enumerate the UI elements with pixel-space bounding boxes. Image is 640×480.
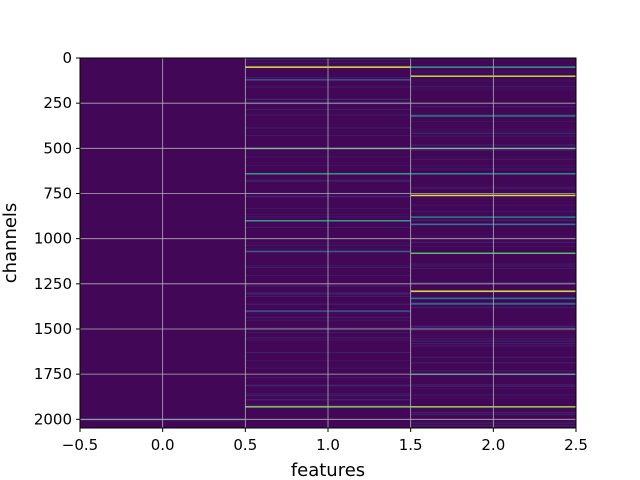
x-axis: −0.5 0.0 0.5 1.0 1.5 2.0 2.5 xyxy=(62,428,588,454)
plot-area xyxy=(79,57,577,429)
y-axis-label: channels xyxy=(0,203,21,284)
y-tick-label: 750 xyxy=(43,184,72,202)
y-axis: 0 250 500 750 1000 1250 1500 1750 2000 xyxy=(34,49,80,428)
x-tick-label: 1.5 xyxy=(399,436,423,454)
x-tick-label: 0.5 xyxy=(233,436,257,454)
y-tick-label: 0 xyxy=(62,49,72,67)
x-tick-label: 2.0 xyxy=(481,436,505,454)
x-tick-label: 1.0 xyxy=(316,436,340,454)
y-tick-label: 250 xyxy=(43,94,72,112)
y-tick-label: 1250 xyxy=(34,275,72,293)
x-tick-label: 2.5 xyxy=(564,436,588,454)
x-tick-label: 0.0 xyxy=(151,436,175,454)
y-tick-label: 1750 xyxy=(34,365,72,383)
y-tick-label: 2000 xyxy=(34,410,72,428)
y-tick-label: 500 xyxy=(43,139,72,157)
y-tick-label: 1000 xyxy=(34,230,72,248)
x-tick-label: −0.5 xyxy=(62,436,98,454)
x-axis-label: features xyxy=(291,460,365,480)
y-tick-label: 1500 xyxy=(34,320,72,338)
